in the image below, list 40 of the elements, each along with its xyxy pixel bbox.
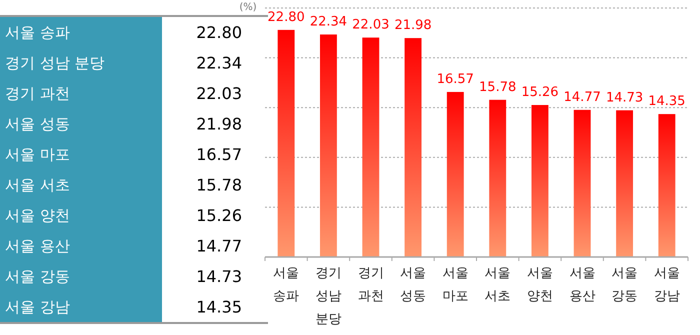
x-tick-label: 서울 강동 — [612, 266, 638, 304]
y-axis-title: (%) — [239, 2, 257, 13]
data-label: 22.80 — [268, 10, 305, 25]
text: 14.73 — [196, 266, 242, 286]
category-label: 경기 성남 분당 — [5, 54, 105, 72]
category-label: 서울 송파 — [5, 24, 70, 42]
category-label: 경기 과천 — [5, 84, 70, 102]
text: 16.57 — [196, 144, 242, 164]
data-label: 14.73 — [606, 90, 644, 106]
data-label: 22.03 — [352, 18, 390, 33]
category-label: 서울 용산 — [5, 237, 70, 255]
x-tick-label: 서울 용산 — [569, 266, 596, 304]
category-label: 서울 마포 — [5, 146, 70, 164]
category-label: 서울 양천 — [5, 206, 70, 224]
x-tick-label: 경기 과천 — [358, 266, 384, 304]
x-tick-label: 서울 송파 — [273, 266, 300, 304]
text: 22.03 — [196, 84, 242, 103]
data-label: 15.26 — [521, 85, 559, 100]
data-label: 15.78 — [479, 80, 516, 95]
data-label: 14.77 — [564, 90, 601, 105]
x-tick-label: 서울 서초 — [484, 266, 511, 304]
text: 15.78 — [196, 175, 242, 194]
text: 22.34 — [196, 53, 242, 72]
data-label: 21.98 — [394, 18, 432, 34]
text: 14.35 — [196, 297, 242, 316]
data-label: 16.57 — [436, 72, 474, 87]
text: 21.98 — [196, 114, 242, 134]
category-label: 서울 강남 — [5, 298, 70, 316]
text: 15.26 — [196, 206, 242, 225]
x-tick-label: 서울 양천 — [526, 266, 553, 304]
x-tick-label: 경기 성남 분당 — [315, 266, 342, 327]
category-label: 서울 성동 — [5, 115, 70, 133]
x-tick-label: 서울 마포 — [442, 266, 468, 304]
text: 14.77 — [196, 236, 242, 256]
data-label: 14.35 — [648, 94, 686, 110]
text: 22.80 — [196, 22, 242, 42]
data-label: 22.34 — [310, 14, 348, 30]
x-tick-label: 서울 성동 — [400, 266, 426, 304]
category-label: 서울 서초 — [5, 176, 70, 194]
x-tick-label: 서울 강남 — [654, 266, 680, 304]
